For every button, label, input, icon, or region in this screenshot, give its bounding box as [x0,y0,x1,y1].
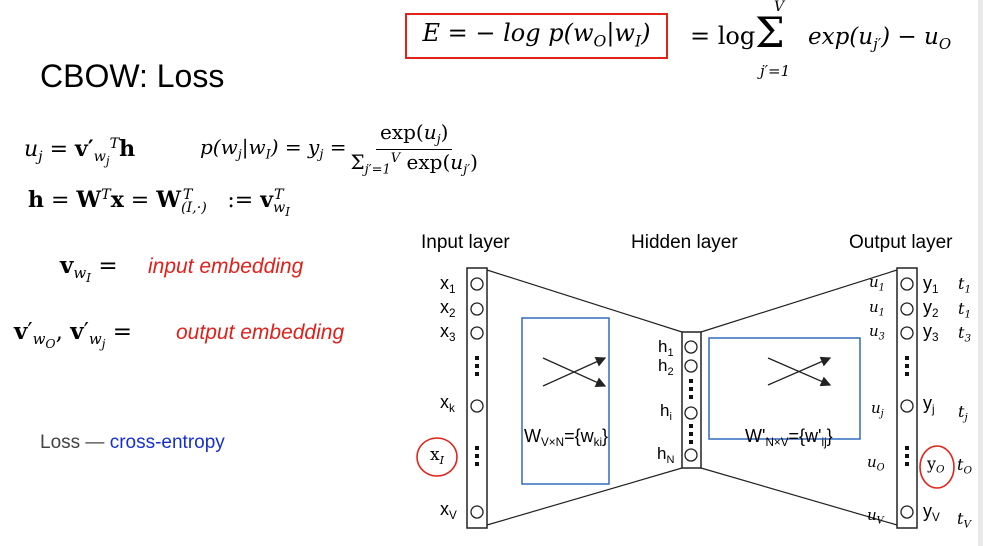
output-y-label: y2 [923,297,939,321]
sum-sign: Σ [755,8,785,57]
output-y-label: yj [923,393,935,417]
loss-note-prefix: Loss — [40,432,110,453]
window-edge [978,0,983,546]
output-y-label: y3 [923,321,939,345]
input-label: x1 [440,273,456,297]
output-layer-label: Output layer [849,232,953,253]
output-u-label: u3 [869,322,885,343]
input-node [470,399,484,413]
hidden-node [684,406,698,420]
input-label: xV [440,499,457,523]
input-weight-label: WV×N={wki} [524,426,609,450]
hidden-ellipsis [689,379,693,444]
hidden-label: h2 [658,356,674,378]
input-embedding-label: input embedding [148,255,304,278]
circled-output-label: yO [927,454,945,476]
output-t-label: t3 [958,323,972,345]
input-ellipsis [475,356,479,466]
input-embedding-symbol: vwI = [60,252,118,286]
loss-note-link: cross-entropy [109,432,225,453]
loss-note: Loss — cross-entropy [40,433,225,452]
eq-h: h = WTx = W(I,·)T := vwIT [28,186,290,219]
hidden-node [684,448,698,462]
output-y-label: yV [923,501,940,525]
output-t-label: tO [957,455,972,477]
output-node [900,505,914,519]
hidden-label: hN [657,444,675,466]
loss-formula-term: exp(uj′) − uO [808,24,952,54]
input-node [470,326,484,340]
loss-formula-rhs: = log [690,22,756,50]
input-node [470,505,484,519]
sum-upper-limit: V [774,0,785,15]
output-weight-label: W'N×V={w'ij} [745,426,833,450]
eq-softmax: p(wj|wI) = yj = exp(uj) Σj′=1V exp(uj′) [200,120,478,178]
output-node [900,277,914,291]
output-embedding-label: output embedding [176,321,345,344]
output-weight-box [708,337,861,440]
output-u-label: uO [867,453,885,474]
output-t-label: tj [958,402,968,424]
circled-input-label: xI [430,445,444,467]
input-cross-arrows [542,357,607,387]
softmax-fraction: exp(uj) Σj′=1V exp(uj′) [350,120,478,178]
loss-formula-box: E = − log p(wO|wI) [405,13,668,59]
circled-input-highlight [416,437,458,477]
eq-u-j: uj = v′wjTh [24,135,136,168]
input-label: xk [440,392,455,416]
output-embedding-symbol: v′wO, v′wj = [14,318,133,352]
input-layer-label: Input layer [421,232,510,253]
input-label: x3 [440,321,456,345]
output-y-label: y1 [923,273,939,297]
slide-title: CBOW: Loss [40,58,225,94]
output-cross-arrows [767,356,832,387]
output-t-label: tV [957,509,971,531]
output-u-label: uV [867,506,884,527]
hidden-label: hi [660,401,672,423]
output-u-label: uj [871,399,884,420]
hidden-node [684,340,698,354]
output-node [900,302,914,316]
sum-lower-limit: j′=1 [760,62,791,80]
input-weight-box [521,317,610,485]
output-node [900,326,914,340]
output-t-label: t1 [958,299,972,321]
output-ellipsis [905,356,909,466]
output-t-label: t1 [958,274,972,296]
input-label: x2 [440,297,456,321]
output-node [900,399,914,413]
loss-formula-boxed: E = − log p(wO|wI) [422,19,651,51]
input-node [470,277,484,291]
output-u-label: u1 [869,298,885,319]
circled-output-highlight [919,445,955,489]
output-u-label: u1 [869,273,885,294]
hidden-layer-label: Hidden layer [631,232,738,253]
input-node [470,302,484,316]
hidden-node [684,359,698,373]
hidden-label: h1 [658,337,674,359]
